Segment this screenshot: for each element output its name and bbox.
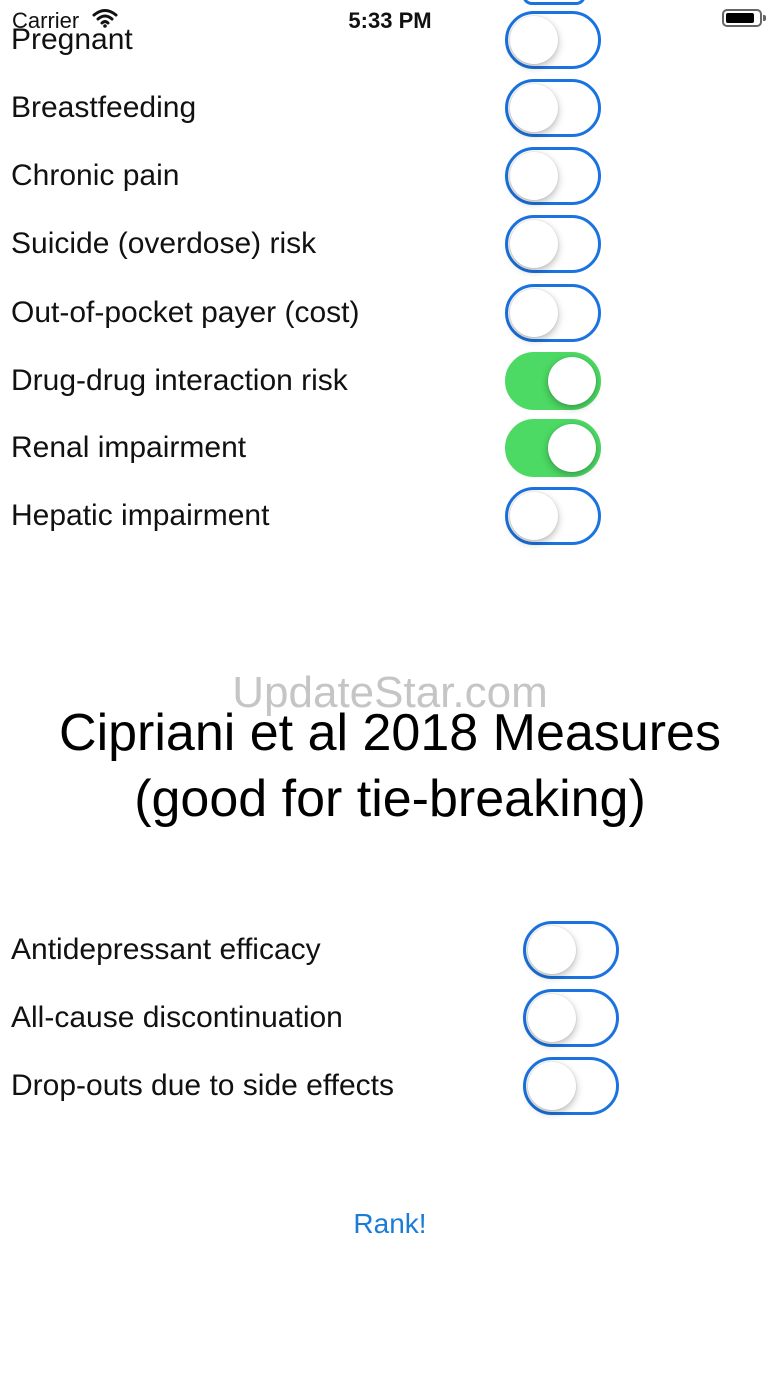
battery-icon [722, 9, 766, 27]
toggle-breastfeeding[interactable] [505, 79, 601, 137]
label-renal-impairment: Renal impairment [11, 431, 247, 464]
row-breastfeeding: Breastfeeding [0, 78, 780, 138]
section-title-line1: Cipriani et al 2018 Measures [59, 704, 721, 762]
toggle-chronic-pain[interactable] [505, 147, 601, 205]
row-antidepressant-efficacy: Antidepressant efficacy [0, 920, 780, 980]
toggle-antidepressant-efficacy[interactable] [523, 921, 619, 979]
watermark-text: UpdateStar.com [232, 668, 548, 717]
toggle-out-of-pocket[interactable] [505, 284, 601, 342]
row-all-cause-discontinuation: All-cause discontinuation [0, 988, 780, 1048]
section-title: Cipriani et al 2018 Measures (good for t… [0, 700, 780, 832]
toggle-renal-impairment[interactable] [505, 419, 601, 477]
wifi-icon [92, 8, 118, 33]
label-out-of-pocket: Out-of-pocket payer (cost) [11, 296, 360, 329]
status-bar: Carrier 5:33 PM [0, 0, 780, 40]
row-hepatic-impairment: Hepatic impairment [0, 486, 780, 546]
label-drop-outs: Drop-outs due to side effects [11, 1069, 394, 1102]
toggle-hepatic-impairment[interactable] [505, 487, 601, 545]
toggle-drug-interaction[interactable] [505, 352, 601, 410]
row-drop-outs: Drop-outs due to side effects [0, 1056, 780, 1116]
label-suicide-risk: Suicide (overdose) risk [11, 227, 317, 260]
row-out-of-pocket: Out-of-pocket payer (cost) [0, 283, 780, 343]
row-drug-interaction: Drug-drug interaction risk [0, 351, 780, 411]
row-renal-impairment: Renal impairment [0, 418, 780, 478]
status-time: 5:33 PM [348, 8, 432, 33]
row-chronic-pain: Chronic pain [0, 146, 780, 206]
label-hepatic-impairment: Hepatic impairment [11, 499, 270, 532]
toggle-pregnant[interactable] [505, 11, 601, 69]
row-suicide-risk: Suicide (overdose) risk [0, 214, 780, 274]
toggle-drop-outs[interactable] [523, 1057, 619, 1115]
label-breastfeeding: Breastfeeding [11, 91, 197, 124]
toggle-all-cause-discontinuation[interactable] [523, 989, 619, 1047]
carrier-label: Carrier [12, 8, 80, 33]
label-all-cause-discontinuation: All-cause discontinuation [11, 1001, 343, 1034]
label-chronic-pain: Chronic pain [11, 159, 180, 192]
rank-button[interactable]: Rank! [353, 1208, 427, 1239]
label-antidepressant-efficacy: Antidepressant efficacy [11, 933, 321, 966]
section-title-line2: (good for tie-breaking) [134, 770, 646, 828]
label-pregnant: Pregnant [11, 23, 133, 56]
label-drug-interaction: Drug-drug interaction risk [11, 364, 348, 397]
toggle-suicide-risk[interactable] [505, 215, 601, 273]
row-pregnant: Pregnant [0, 10, 780, 70]
